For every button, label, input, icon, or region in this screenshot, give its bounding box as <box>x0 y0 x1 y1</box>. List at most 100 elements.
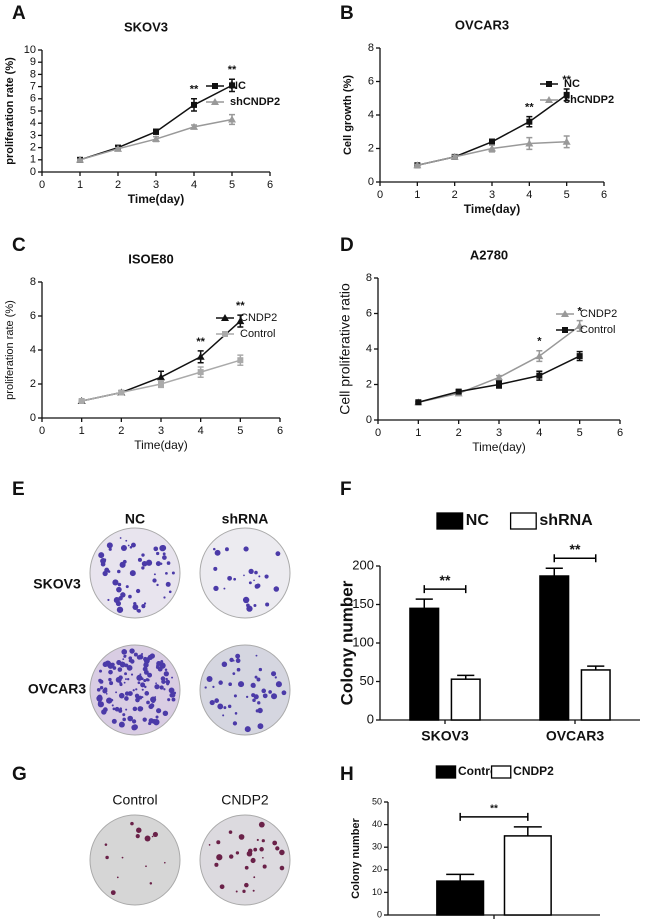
colony <box>271 671 277 677</box>
annotation: * <box>578 306 583 318</box>
plate <box>199 527 291 619</box>
colony <box>153 718 160 726</box>
colony <box>124 654 127 657</box>
y-tick-label: 0 <box>30 166 36 178</box>
colony <box>154 696 157 698</box>
colony <box>209 699 215 706</box>
colony <box>262 856 264 859</box>
significance-bracket <box>423 585 467 594</box>
legend-label: CNDP2 <box>240 312 277 324</box>
colony <box>242 889 246 893</box>
x-axis-label: Time(day) <box>134 438 188 452</box>
colony <box>255 654 258 657</box>
panel-letter: F <box>340 479 352 500</box>
colony <box>227 704 232 709</box>
colony <box>141 566 145 570</box>
y-axis-label: Colony number <box>350 817 362 898</box>
plate-column-label: CNDP2 <box>221 792 269 808</box>
colony <box>212 685 215 688</box>
y-tick-label: 0 <box>30 412 36 424</box>
colony <box>261 839 265 843</box>
x-tick-label: 6 <box>277 425 283 437</box>
colony <box>135 588 141 594</box>
colony <box>145 865 147 868</box>
point <box>413 161 422 169</box>
panel-letter: D <box>340 235 354 256</box>
colony <box>145 678 149 682</box>
point <box>197 369 204 376</box>
colony <box>213 547 216 551</box>
colony <box>222 714 225 717</box>
colony <box>139 673 142 676</box>
colony <box>143 669 149 675</box>
colony <box>275 846 280 851</box>
y-tick-label: 0 <box>377 909 382 919</box>
colony <box>106 542 113 549</box>
colony <box>119 561 126 568</box>
legend-label: Control <box>240 328 275 340</box>
point <box>157 373 165 381</box>
error-bar <box>446 873 475 882</box>
error-bar <box>513 826 542 836</box>
y-axis-label: proliferation rate (%) <box>4 300 16 400</box>
error-bar <box>545 567 563 577</box>
colony <box>120 592 126 598</box>
colony <box>134 693 140 698</box>
colony <box>268 690 272 694</box>
colony <box>135 834 140 839</box>
colony <box>117 582 122 587</box>
colony <box>253 876 256 879</box>
error-bar <box>415 598 433 609</box>
colony <box>132 706 138 712</box>
y-tick-label: 0 <box>366 414 372 426</box>
colony <box>154 684 160 690</box>
colony <box>171 571 175 575</box>
panel-letter: H <box>340 764 354 785</box>
y-tick-label: 6 <box>366 307 372 319</box>
colony <box>233 577 237 581</box>
y-axis-label: proliferation rate (%) <box>4 57 16 165</box>
colony <box>124 663 129 668</box>
colony <box>258 575 261 578</box>
colony <box>232 721 238 726</box>
colony <box>135 697 140 703</box>
y-tick-label: 8 <box>368 42 374 54</box>
y-tick-label: 100 <box>352 634 374 649</box>
colony <box>159 544 166 552</box>
point <box>489 138 495 145</box>
colony <box>99 686 104 690</box>
colony <box>109 681 114 686</box>
colony <box>157 661 161 665</box>
point <box>152 135 160 143</box>
colony <box>104 660 111 667</box>
x-tick-label: 3 <box>489 189 495 201</box>
plate-column-label: shRNA <box>222 511 269 527</box>
annotation: * <box>537 336 542 348</box>
colony <box>120 544 127 551</box>
legend-swatch <box>490 765 512 779</box>
colony <box>255 583 261 588</box>
point <box>536 372 543 379</box>
legend-swatch <box>436 512 464 530</box>
y-tick-label: 8 <box>30 276 36 288</box>
panel-letter: B <box>340 3 354 24</box>
x-tick-label: 0 <box>39 179 45 191</box>
x-tick-label: 4 <box>526 189 532 201</box>
colony <box>149 653 155 659</box>
colony <box>129 570 136 577</box>
x-tick-label: 6 <box>601 189 607 201</box>
legend-label: NC <box>564 78 580 90</box>
y-axis-label: Colony number <box>337 580 356 705</box>
plate-row-label: SKOV3 <box>33 576 81 592</box>
point <box>496 381 502 388</box>
colony <box>119 537 122 539</box>
colony <box>264 574 269 579</box>
colony <box>151 835 154 838</box>
colony <box>130 542 136 548</box>
x-tick-label: 6 <box>267 179 273 191</box>
colony <box>237 681 245 688</box>
legend-label: NC <box>230 80 246 92</box>
colony <box>244 726 251 733</box>
colony <box>110 698 114 702</box>
x-tick-label: 5 <box>577 427 583 439</box>
